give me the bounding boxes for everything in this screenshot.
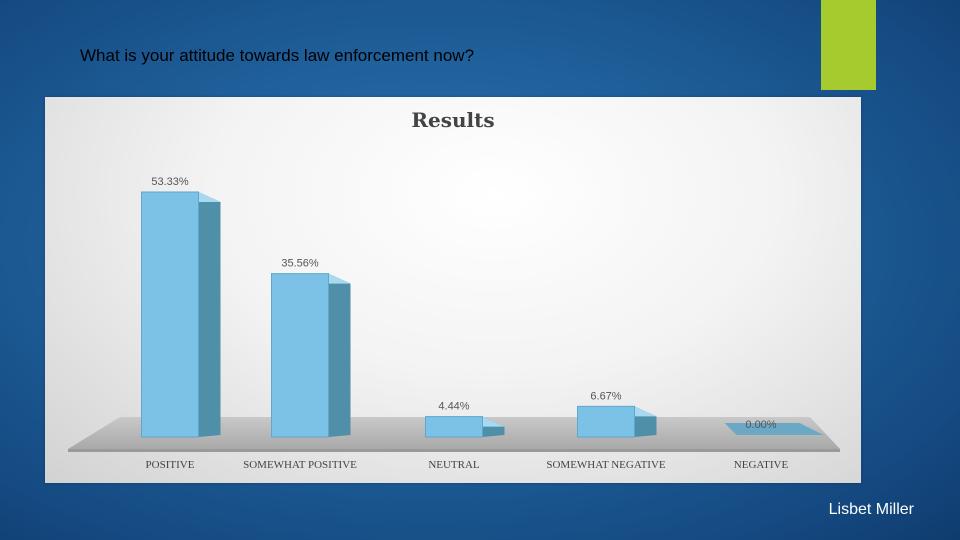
bar-front bbox=[577, 405, 635, 438]
bar-front bbox=[425, 416, 483, 438]
bar-front bbox=[141, 191, 199, 438]
category-label: SOMEWHAT POSITIVE bbox=[243, 459, 357, 471]
bar-somewhat-positive bbox=[271, 273, 351, 438]
category-label: POSITIVE bbox=[146, 459, 195, 471]
chart-floor-edge bbox=[68, 449, 840, 452]
author-name: Lisbet Miller bbox=[828, 501, 914, 518]
bar-side bbox=[328, 273, 351, 437]
bar-front bbox=[271, 273, 329, 438]
chart-panel: Results 53.33% POSITIVE 35.56% SOMEWHAT POS… bbox=[45, 97, 861, 483]
results-chart: Results 53.33% POSITIVE 35.56% SOMEWHAT POS… bbox=[68, 108, 840, 471]
accent-bar bbox=[821, 0, 876, 90]
bar-neutral bbox=[425, 416, 505, 438]
bar-somewhat-negative bbox=[577, 405, 657, 438]
slide-title: What is your attitude towards law enforc… bbox=[80, 46, 475, 65]
data-label: 53.33% bbox=[151, 176, 189, 188]
category-label: SOMEWHAT NEGATIVE bbox=[546, 459, 666, 471]
bar-flat bbox=[724, 423, 824, 435]
data-label: 6.67% bbox=[590, 390, 621, 402]
category-label: NEUTRAL bbox=[428, 459, 480, 471]
bar-side bbox=[198, 192, 221, 437]
data-label: 0.00% bbox=[745, 419, 776, 431]
data-label: 35.56% bbox=[281, 258, 319, 270]
category-label: NEGATIVE bbox=[734, 459, 789, 471]
bar-positive bbox=[141, 191, 221, 438]
data-label: 4.44% bbox=[438, 401, 469, 413]
bar-negative bbox=[724, 423, 824, 435]
chart-title: Results bbox=[411, 108, 494, 132]
